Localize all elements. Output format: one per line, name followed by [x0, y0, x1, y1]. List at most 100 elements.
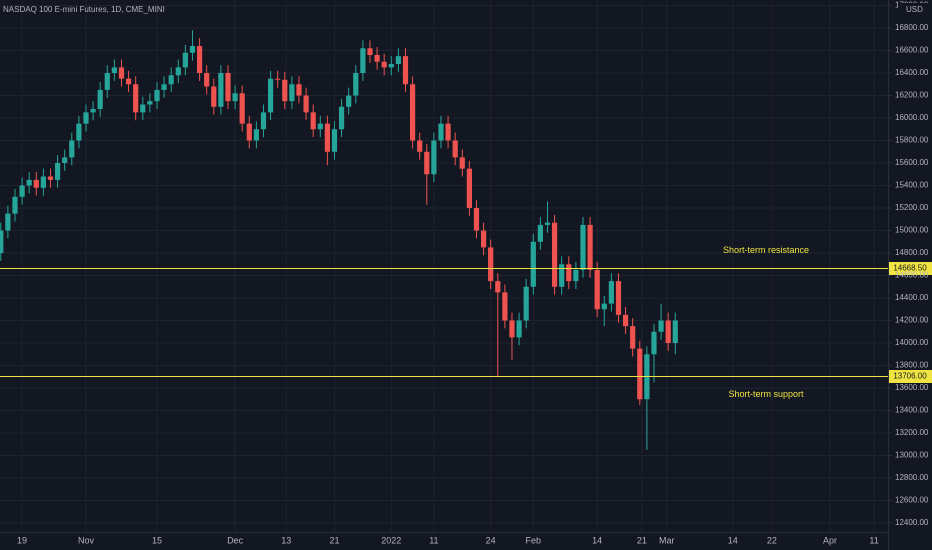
candle-body [303, 95, 309, 113]
candle-body [83, 112, 89, 124]
candle-body [445, 123, 451, 141]
candle-body [324, 123, 330, 152]
level-label-box [889, 370, 932, 383]
candle-body [104, 73, 110, 90]
candle-body [608, 281, 614, 304]
candle-body [69, 140, 75, 158]
candle-body [140, 104, 146, 113]
candle-body [189, 46, 196, 53]
chart-title: NASDAQ 100 E-mini Futures, 1D, CME_MINI [3, 5, 165, 14]
candle-body [168, 75, 174, 85]
y-tick-label: 13400.00 [895, 406, 929, 415]
y-tick-label: 16200.00 [895, 91, 929, 100]
candle-body [509, 320, 515, 338]
y-tick-label: 13000.00 [895, 451, 929, 460]
candle-body [516, 320, 522, 338]
candle-body [12, 196, 18, 214]
candle-body [182, 52, 188, 68]
level-label: 13706.00 [893, 372, 927, 381]
candle-body [218, 73, 224, 107]
candle-body [239, 93, 245, 124]
y-tick-label: 13200.00 [895, 428, 929, 437]
candle-body [523, 286, 529, 321]
y-tick-label: 14000.00 [895, 338, 929, 347]
candle-body [502, 292, 508, 321]
x-tick-label: 11 [869, 535, 878, 545]
candle-body [275, 78, 281, 80]
candle-body [672, 320, 678, 344]
candle-body [637, 348, 643, 400]
y-tick-label: 16600.00 [895, 46, 929, 55]
candle-body [40, 176, 46, 188]
candle-body [289, 84, 295, 102]
candle-body [381, 61, 387, 68]
candle-body [232, 93, 238, 102]
candle-body [622, 314, 629, 327]
candle-body [282, 79, 288, 102]
candle-body [331, 129, 338, 152]
currency-box [898, 3, 928, 16]
level-label: 14668.50 [893, 264, 927, 273]
y-tick-label: 14600.00 [895, 271, 929, 280]
candles [0, 30, 678, 450]
candle-body [544, 222, 551, 225]
candle-body [424, 151, 430, 175]
x-tick-label: Dec [227, 535, 244, 545]
candle-body [665, 320, 671, 344]
candle-body [211, 86, 217, 107]
y-tick-label: 16400.00 [895, 68, 929, 77]
candle-body [253, 129, 259, 141]
y-tick-label: 13800.00 [895, 361, 929, 370]
candle-body [161, 84, 167, 90]
candle-body [111, 67, 117, 74]
candle-body [19, 185, 25, 197]
x-tick-label: Mar [659, 535, 675, 545]
annotation: Short-term resistance [723, 245, 809, 255]
x-tick-label: 24 [486, 535, 496, 545]
candle-body [33, 179, 39, 188]
candle-body [5, 213, 11, 231]
candle-body [417, 140, 423, 152]
y-tick-label: 12800.00 [895, 473, 929, 482]
candle-body [346, 95, 352, 107]
candle-body [62, 157, 68, 164]
candle-body [615, 281, 622, 315]
candle-body [76, 123, 82, 141]
candle-body [374, 55, 380, 62]
candle-body [402, 56, 409, 85]
y-tick-label: 12600.00 [895, 496, 929, 505]
candle-body [651, 331, 657, 355]
candle-body [175, 67, 181, 76]
candle-body [0, 230, 4, 254]
candle-body [246, 123, 252, 141]
grid [0, 0, 888, 532]
y-tick-label: 16800.00 [895, 23, 929, 32]
y-tick-label: 15200.00 [895, 203, 929, 212]
x-tick-label: 15 [152, 535, 162, 545]
candle-body [488, 247, 494, 282]
candle-body [438, 123, 444, 141]
candle-body [431, 140, 437, 175]
candle-body [367, 48, 373, 56]
candle-body [260, 112, 267, 130]
candle-body [317, 123, 323, 130]
x-tick-label: 2022 [381, 535, 401, 545]
candle-body [54, 163, 61, 180]
candle-body [480, 230, 487, 248]
x-tick-label: 14 [592, 535, 602, 545]
y-tick-label: 16000.00 [895, 113, 929, 122]
candle-body [97, 89, 103, 110]
candle-body [594, 269, 600, 310]
candle-body [310, 112, 316, 130]
candle-body [196, 46, 203, 74]
candle-body [133, 84, 139, 113]
candle-body [353, 73, 359, 96]
candle-body [601, 303, 607, 310]
x-tick-label: Feb [526, 535, 542, 545]
candle-body [296, 84, 302, 96]
y-tick-label: 14800.00 [895, 248, 929, 257]
candle-body [395, 56, 401, 65]
candle-body [118, 67, 125, 79]
